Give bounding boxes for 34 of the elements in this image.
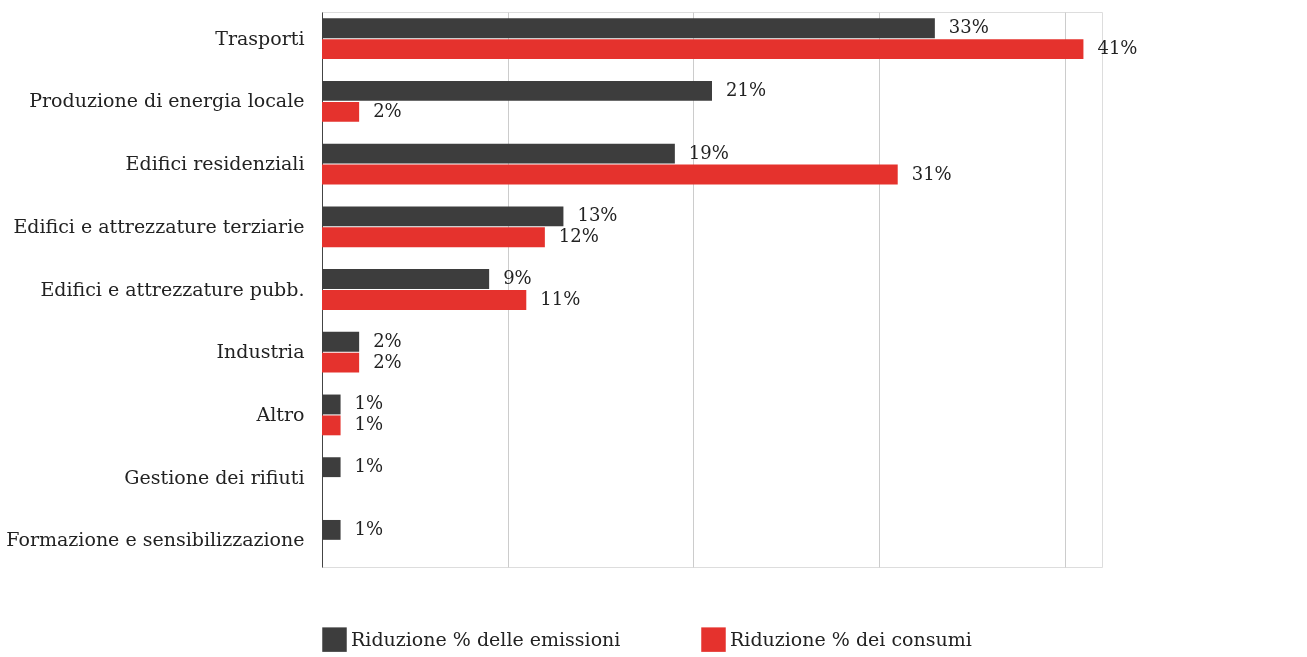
data-label: 21% xyxy=(726,78,767,100)
data-label: 1% xyxy=(354,517,384,539)
y-tick-label: Edifici e attrezzature terziarie xyxy=(13,214,305,237)
y-tick-label: Formazione e sensibilizzazione xyxy=(6,528,305,551)
data-label: 2% xyxy=(373,99,402,121)
data-label: 12% xyxy=(558,225,599,247)
bar xyxy=(322,352,360,373)
data-label: 19% xyxy=(688,141,729,163)
bar xyxy=(322,227,545,248)
data-label: 9% xyxy=(503,267,532,289)
y-tick-label: Trasporti xyxy=(215,26,305,49)
y-tick-label: Altro xyxy=(255,402,305,425)
data-label: 1% xyxy=(354,392,384,414)
y-tick-label: Edifici e attrezzature pubb. xyxy=(40,277,305,300)
data-label: 11% xyxy=(540,287,581,309)
data-label: 2% xyxy=(373,350,402,372)
data-label: 41% xyxy=(1097,37,1138,59)
data-label: 1% xyxy=(354,413,384,435)
data-label: 2% xyxy=(373,329,402,351)
bar xyxy=(322,164,898,185)
bar xyxy=(322,101,360,122)
legend-label: Riduzione % dei consumi xyxy=(730,627,972,650)
data-label: 33% xyxy=(948,16,989,38)
legend-label: Riduzione % delle emissioni xyxy=(351,627,621,650)
y-tick-label: Gestione dei rifiuti xyxy=(124,465,305,488)
y-tick-label: Produzione di energia locale xyxy=(29,89,305,112)
y-tick-label: Edifici residenziali xyxy=(125,152,305,175)
data-label: 1% xyxy=(354,455,384,477)
bar xyxy=(322,39,1084,60)
bar xyxy=(322,290,527,310)
data-label: 31% xyxy=(911,162,952,184)
bar xyxy=(322,415,341,436)
y-tick-label: Industria xyxy=(216,340,305,363)
data-label: 13% xyxy=(577,204,618,226)
